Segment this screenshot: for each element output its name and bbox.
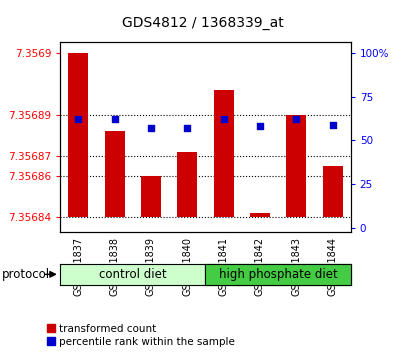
Bar — [214, 90, 234, 217]
Bar — [60, 264, 205, 285]
Legend: transformed count, percentile rank within the sample: transformed count, percentile rank withi… — [47, 324, 235, 347]
Text: protocol: protocol — [2, 268, 50, 281]
Point — [111, 116, 118, 122]
Bar — [105, 131, 124, 217]
Text: control diet: control diet — [99, 268, 166, 281]
Bar — [322, 166, 342, 217]
Point — [75, 116, 82, 122]
Point — [329, 122, 336, 127]
Bar — [177, 152, 197, 217]
Point — [184, 125, 190, 131]
Bar — [141, 176, 161, 217]
Bar — [250, 213, 270, 217]
Point — [256, 124, 263, 129]
Point — [293, 116, 300, 122]
Bar — [205, 264, 351, 285]
Text: high phosphate diet: high phosphate diet — [219, 268, 337, 281]
Point — [220, 116, 227, 122]
Bar — [68, 53, 88, 217]
Point — [148, 125, 154, 131]
Bar — [286, 115, 306, 217]
Text: GDS4812 / 1368339_at: GDS4812 / 1368339_at — [122, 16, 284, 30]
